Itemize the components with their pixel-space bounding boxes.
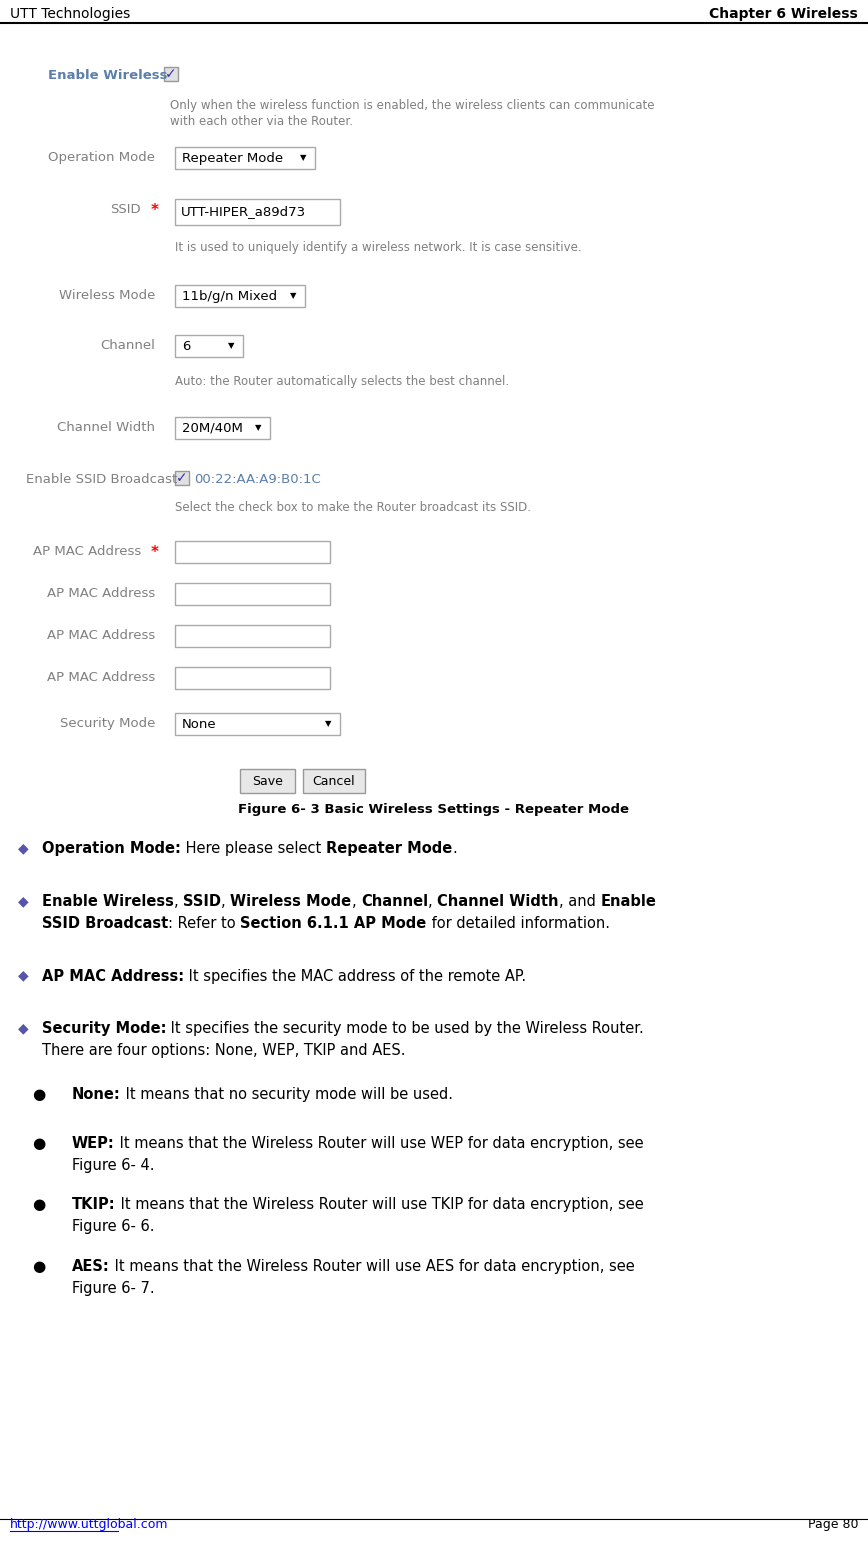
Text: Enable: Enable — [600, 893, 656, 909]
Text: Enable Wireless: Enable Wireless — [48, 69, 168, 83]
Text: Security Mode:: Security Mode: — [42, 1021, 167, 1037]
Text: ◆: ◆ — [18, 968, 29, 982]
Text: ●: ● — [32, 1087, 45, 1102]
FancyBboxPatch shape — [175, 625, 330, 647]
Text: Cancel: Cancel — [312, 775, 355, 787]
Text: ,: , — [221, 893, 230, 909]
Text: for detailed information.: for detailed information. — [427, 915, 609, 931]
Text: ,: , — [352, 893, 361, 909]
FancyBboxPatch shape — [240, 769, 295, 794]
Text: It means that no security mode will be used.: It means that no security mode will be u… — [121, 1087, 453, 1102]
Text: 00:22:AA:A9:B0:1C: 00:22:AA:A9:B0:1C — [194, 472, 321, 486]
Text: ●: ● — [32, 1137, 45, 1151]
Text: http://www.uttglobal.com: http://www.uttglobal.com — [10, 1518, 168, 1531]
Text: ✓: ✓ — [176, 471, 187, 485]
Text: Enable Wireless: Enable Wireless — [42, 893, 174, 909]
Text: TKIP:: TKIP: — [72, 1197, 115, 1213]
Text: Page 80: Page 80 — [807, 1518, 858, 1531]
Text: It means that the Wireless Router will use TKIP for data encryption, see: It means that the Wireless Router will u… — [115, 1197, 643, 1213]
FancyBboxPatch shape — [175, 200, 340, 224]
Text: ▼: ▼ — [290, 292, 297, 301]
Text: 20M/40M: 20M/40M — [182, 421, 243, 435]
Text: It specifies the MAC address of the remote AP.: It specifies the MAC address of the remo… — [184, 968, 526, 984]
Text: *: * — [151, 546, 159, 560]
Text: Save: Save — [252, 775, 283, 787]
Text: Operation Mode:: Operation Mode: — [42, 840, 181, 856]
Text: ●: ● — [32, 1197, 45, 1213]
Text: It means that the Wireless Router will use WEP for data encryption, see: It means that the Wireless Router will u… — [115, 1137, 643, 1151]
Text: AP MAC Address:: AP MAC Address: — [42, 968, 184, 984]
Text: Channel Width: Channel Width — [57, 421, 155, 433]
Text: Repeater Mode: Repeater Mode — [182, 151, 283, 165]
Text: It is used to uniquely identify a wireless network. It is case sensitive.: It is used to uniquely identify a wirele… — [175, 242, 582, 254]
Text: Figure 6- 6.: Figure 6- 6. — [72, 1219, 155, 1235]
FancyBboxPatch shape — [175, 416, 270, 440]
Text: AP MAC Address: AP MAC Address — [47, 628, 155, 642]
FancyBboxPatch shape — [175, 541, 330, 563]
FancyBboxPatch shape — [175, 471, 189, 485]
Text: Channel: Channel — [100, 338, 155, 352]
Text: 6: 6 — [182, 340, 190, 352]
Text: Chapter 6 Wireless: Chapter 6 Wireless — [709, 6, 858, 20]
Text: ▼: ▼ — [325, 720, 332, 728]
Text: AP MAC Address: AP MAC Address — [47, 588, 155, 600]
Text: ◆: ◆ — [18, 1021, 29, 1035]
Text: WEP:: WEP: — [72, 1137, 115, 1151]
Text: UTT Technologies: UTT Technologies — [10, 6, 130, 20]
Text: Only when the wireless function is enabled, the wireless clients can communicate: Only when the wireless function is enabl… — [170, 100, 654, 112]
Text: Operation Mode: Operation Mode — [48, 151, 155, 164]
Text: : Refer to: : Refer to — [168, 915, 240, 931]
FancyBboxPatch shape — [175, 285, 305, 307]
Text: Repeater Mode: Repeater Mode — [326, 840, 452, 856]
Text: ✓: ✓ — [165, 67, 177, 81]
Text: It specifies the security mode to be used by the Wireless Router.: It specifies the security mode to be use… — [167, 1021, 644, 1037]
Text: *: * — [151, 203, 159, 218]
Text: ●: ● — [32, 1260, 45, 1274]
Text: Auto: the Router automatically selects the best channel.: Auto: the Router automatically selects t… — [175, 376, 510, 388]
Text: SSID Broadcast: SSID Broadcast — [42, 915, 168, 931]
Text: Here please select: Here please select — [181, 840, 326, 856]
Text: 11b/g/n Mixed: 11b/g/n Mixed — [182, 290, 277, 302]
Text: Section 6.1.1 AP Mode: Section 6.1.1 AP Mode — [240, 915, 427, 931]
Text: ▼: ▼ — [228, 341, 234, 351]
FancyBboxPatch shape — [303, 769, 365, 794]
Text: , and: , and — [559, 893, 600, 909]
Text: It means that the Wireless Router will use AES for data encryption, see: It means that the Wireless Router will u… — [109, 1260, 635, 1274]
Text: AP MAC Address: AP MAC Address — [47, 670, 155, 684]
Text: ◆: ◆ — [18, 893, 29, 907]
FancyBboxPatch shape — [175, 583, 330, 605]
Text: Enable SSID Broadcast: Enable SSID Broadcast — [26, 472, 177, 486]
Text: Security Mode: Security Mode — [60, 717, 155, 730]
Text: AES:: AES: — [72, 1260, 109, 1274]
Text: None:: None: — [72, 1087, 121, 1102]
Text: AP MAC Address: AP MAC Address — [33, 546, 141, 558]
Text: ▼: ▼ — [255, 424, 261, 432]
FancyBboxPatch shape — [175, 335, 243, 357]
FancyBboxPatch shape — [175, 147, 315, 168]
Text: UTT-HIPER_a89d73: UTT-HIPER_a89d73 — [181, 206, 306, 218]
Text: Figure 6- 7.: Figure 6- 7. — [72, 1281, 155, 1296]
Text: SSID: SSID — [110, 203, 141, 217]
Text: ◆: ◆ — [18, 840, 29, 854]
Text: None: None — [182, 717, 217, 731]
Text: Channel Width: Channel Width — [437, 893, 559, 909]
Text: ▼: ▼ — [300, 153, 306, 162]
FancyBboxPatch shape — [164, 67, 178, 81]
Text: SSID: SSID — [183, 893, 221, 909]
Text: .: . — [452, 840, 457, 856]
Text: There are four options: None, WEP, TKIP and AES.: There are four options: None, WEP, TKIP … — [42, 1043, 405, 1059]
Text: Figure 6- 4.: Figure 6- 4. — [72, 1158, 155, 1172]
Text: with each other via the Router.: with each other via the Router. — [170, 115, 353, 128]
FancyBboxPatch shape — [175, 667, 330, 689]
Text: Figure 6- 3 Basic Wireless Settings - Repeater Mode: Figure 6- 3 Basic Wireless Settings - Re… — [239, 803, 629, 815]
Text: ,: , — [174, 893, 183, 909]
Text: Wireless Mode: Wireless Mode — [59, 288, 155, 302]
Text: ,: , — [428, 893, 437, 909]
FancyBboxPatch shape — [175, 712, 340, 734]
Text: Channel: Channel — [361, 893, 428, 909]
Text: Wireless Mode: Wireless Mode — [230, 893, 352, 909]
Text: Select the check box to make the Router broadcast its SSID.: Select the check box to make the Router … — [175, 500, 531, 514]
